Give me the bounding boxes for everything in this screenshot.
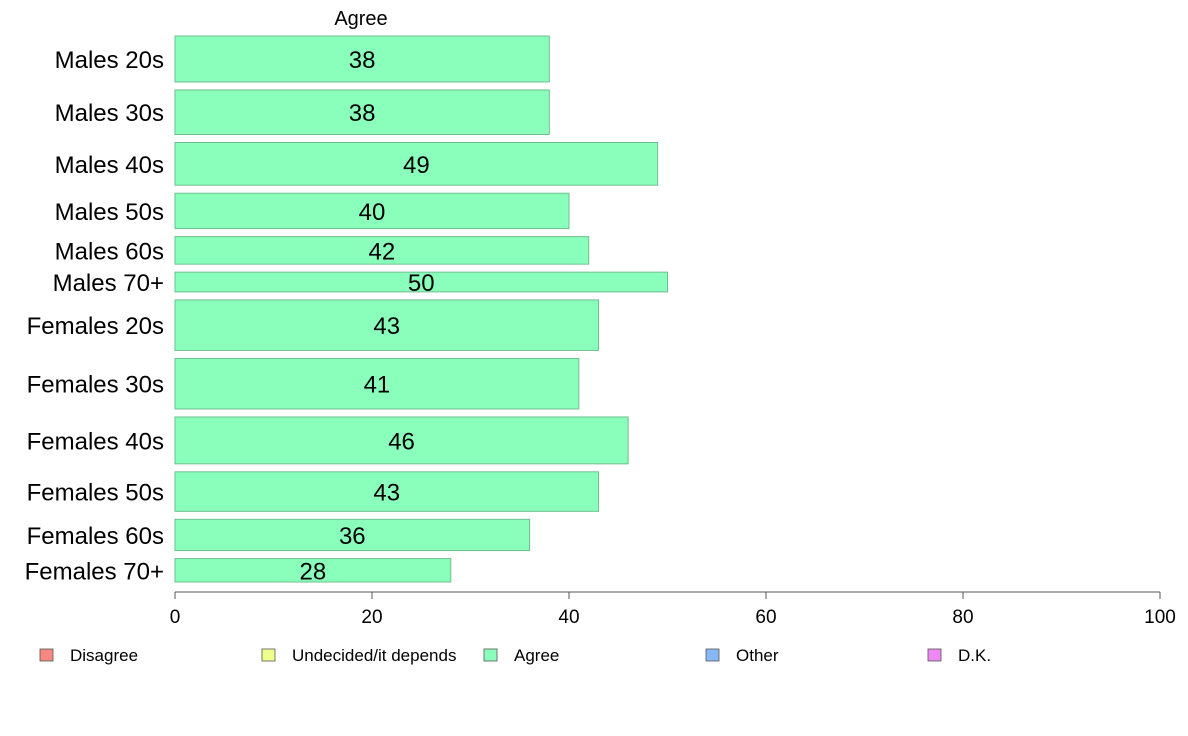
bar xyxy=(174,236,590,265)
bar xyxy=(174,357,580,410)
x-axis: 0 20 40 60 80 100 xyxy=(170,591,1176,628)
value-label: 49 xyxy=(403,152,430,179)
bar xyxy=(174,558,452,583)
legend-swatch xyxy=(705,648,720,662)
value-label: 42 xyxy=(368,238,395,265)
value-label: 28 xyxy=(300,558,327,585)
bar xyxy=(174,299,600,351)
value-label: 50 xyxy=(408,270,435,297)
value-label: 43 xyxy=(373,480,400,507)
value-label: 38 xyxy=(349,47,376,74)
bar xyxy=(174,192,570,230)
legend-swatch xyxy=(39,648,54,662)
legend-label: Disagree xyxy=(70,646,138,665)
x-tick-label: 100 xyxy=(1144,607,1176,628)
x-tick-label: 80 xyxy=(952,607,973,628)
bar xyxy=(174,141,659,186)
legend-label: Undecided/it depends xyxy=(292,646,456,665)
category-label: Males 70+ xyxy=(53,270,164,297)
bar xyxy=(174,89,550,135)
x-tick-label: 20 xyxy=(361,607,382,628)
legend-swatch xyxy=(927,648,942,662)
bar xyxy=(174,471,600,512)
value-label: 38 xyxy=(349,100,376,127)
bar xyxy=(174,518,531,552)
category-label: Males 40s xyxy=(55,152,164,179)
legend-swatch xyxy=(261,648,276,662)
category-label: Females 20s xyxy=(27,313,164,340)
legend-label: Agree xyxy=(514,646,559,665)
category-label: Males 60s xyxy=(55,238,164,265)
value-label: 43 xyxy=(373,313,400,340)
category-label: Males 30s xyxy=(55,100,164,127)
legend-label: Other xyxy=(736,646,779,665)
x-tick-label: 40 xyxy=(558,607,579,628)
category-label: Males 50s xyxy=(55,199,164,226)
category-label: Males 20s xyxy=(55,47,164,74)
bars: Males 20s 38 Males 30s 38 Males 40s 49 Males 5… xyxy=(25,35,668,585)
legend: Disagree Undecided/it depends Agree Other D.… xyxy=(39,646,991,665)
x-tick-label: 0 xyxy=(170,607,181,628)
category-label: Females 50s xyxy=(27,480,164,507)
bar xyxy=(174,271,668,293)
bar xyxy=(174,35,550,83)
value-label: 41 xyxy=(364,372,391,399)
category-label: Females 40s xyxy=(27,428,164,455)
legend-label: D.K. xyxy=(958,646,991,665)
value-label: 40 xyxy=(359,199,386,226)
category-label: Females 70+ xyxy=(25,558,164,585)
value-label: 36 xyxy=(339,523,366,550)
value-label: 46 xyxy=(388,428,415,455)
bar xyxy=(174,416,629,465)
category-label: Females 60s xyxy=(27,523,164,550)
x-tick-label: 60 xyxy=(755,607,776,628)
panel-title: Agree xyxy=(334,8,387,30)
category-label: Females 30s xyxy=(27,372,164,399)
legend-swatch xyxy=(483,648,498,662)
